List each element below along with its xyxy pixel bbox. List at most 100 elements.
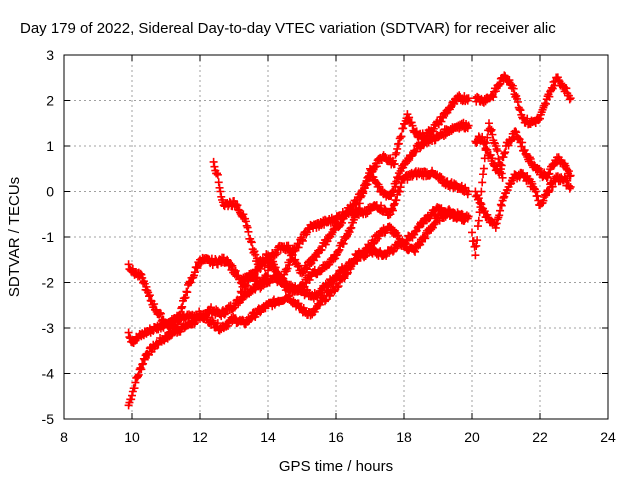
data-point [247, 314, 255, 323]
data-point [445, 205, 454, 214]
data-point [252, 274, 261, 283]
data-point [285, 260, 294, 269]
data-point [321, 295, 330, 304]
data-point [563, 165, 572, 174]
data-point [512, 128, 521, 137]
data-point [291, 255, 300, 264]
data-point [411, 247, 420, 256]
data-point [139, 359, 148, 368]
data-point [241, 217, 250, 226]
data-point [408, 121, 417, 130]
data-point [236, 287, 245, 296]
data-point [536, 114, 544, 123]
data-point [261, 271, 270, 280]
data-point [496, 200, 505, 209]
data-point [488, 130, 497, 139]
x-axis: 8 10 12 14 16 18 20 22 24 [60, 55, 616, 445]
data-point [145, 292, 153, 301]
data-point [142, 282, 151, 291]
data-point [294, 299, 303, 308]
data-point [181, 293, 190, 302]
data-point [183, 288, 192, 297]
data-point [233, 201, 242, 210]
series-track-6 [471, 71, 575, 129]
data-point [464, 187, 473, 196]
data-point [363, 180, 372, 189]
data-point [143, 349, 152, 358]
data-point [213, 319, 222, 328]
data-point [473, 222, 482, 231]
data-point [241, 281, 250, 290]
data-point [476, 198, 485, 207]
data-point [273, 269, 282, 278]
data-point [391, 182, 400, 191]
data-point [156, 309, 165, 318]
data-point [365, 171, 374, 180]
data-point [392, 196, 401, 205]
data-point [495, 211, 504, 220]
data-point [244, 227, 253, 236]
y-tick-label: 0 [46, 184, 54, 200]
data-point [350, 254, 359, 263]
data-point [481, 145, 490, 154]
data-point [395, 172, 404, 181]
data-point [224, 321, 233, 330]
data-point [498, 173, 507, 182]
data-point [494, 154, 503, 163]
data-point [241, 282, 250, 291]
data-point [320, 297, 329, 306]
data-point [343, 270, 352, 279]
data-point [545, 92, 554, 101]
data-point [390, 159, 399, 168]
data-point [393, 144, 402, 153]
data-point [450, 99, 459, 108]
data-point [489, 93, 498, 102]
data-point [330, 287, 339, 296]
data-point [366, 172, 375, 181]
y-tick-label: -1 [42, 229, 55, 245]
data-point [429, 124, 438, 133]
data-point [250, 247, 259, 256]
data-point [566, 94, 575, 103]
data-point [531, 187, 540, 196]
data-point [228, 261, 237, 270]
data-point [251, 285, 260, 294]
x-tick-label: 8 [60, 429, 68, 445]
y-axis: -5 -4 -3 -2 -1 0 1 2 3 [42, 47, 608, 427]
data-point [523, 114, 532, 123]
data-point [389, 186, 398, 195]
data-point [177, 304, 186, 313]
data-point [239, 210, 248, 219]
data-point [564, 167, 573, 176]
data-point [439, 213, 448, 222]
data-point [565, 95, 574, 104]
data-point [137, 365, 146, 374]
y-tick-label: -4 [42, 366, 55, 382]
data-point [375, 232, 384, 241]
data-point [128, 391, 136, 400]
data-point [209, 157, 218, 166]
data-point [397, 132, 406, 141]
data-point [565, 184, 574, 193]
data-point [394, 139, 403, 148]
data-point [520, 146, 529, 155]
data-point [474, 194, 483, 203]
data-point [479, 164, 488, 173]
data-point [178, 302, 187, 311]
data-point [125, 333, 134, 342]
data-point [496, 160, 505, 169]
data-point [131, 378, 140, 387]
data-point [337, 218, 346, 227]
data-point [480, 138, 489, 147]
data-point [230, 303, 239, 312]
data-point [473, 92, 482, 101]
data-point [495, 80, 504, 89]
data-point [124, 260, 133, 269]
data-point [172, 324, 181, 332]
data-point [541, 99, 550, 108]
data-point [499, 153, 508, 162]
data-point [516, 106, 525, 115]
data-point [242, 221, 251, 230]
data-point [305, 275, 314, 284]
